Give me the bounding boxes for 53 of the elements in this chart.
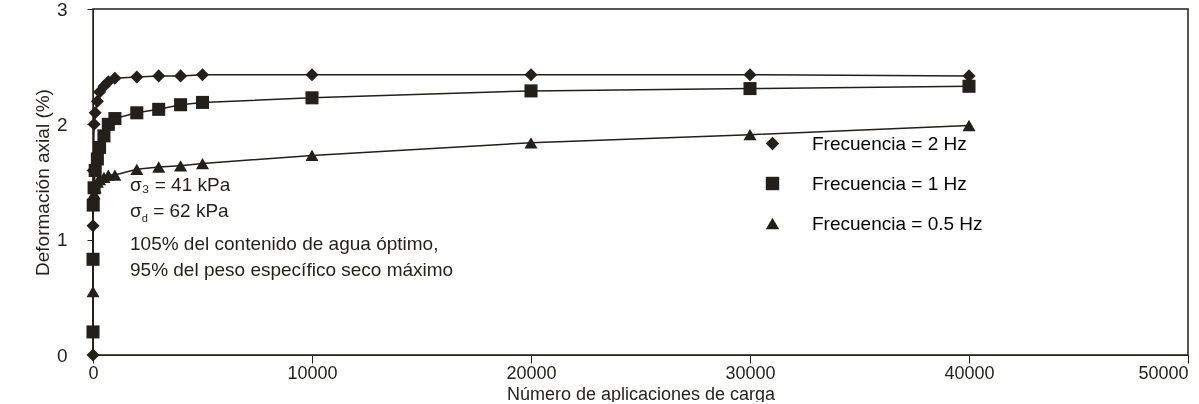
point bbox=[174, 160, 188, 172]
point bbox=[524, 137, 538, 149]
annotation: σ₃ = 41 kPa bbox=[130, 173, 232, 197]
point bbox=[524, 68, 538, 82]
annotation: 105% del contenido de agua óptimo, bbox=[130, 231, 440, 256]
point bbox=[195, 95, 210, 109]
point bbox=[152, 161, 166, 173]
legend-label: Frecuencia = 1 Hz bbox=[812, 172, 967, 194]
point bbox=[305, 91, 319, 105]
x-tick-label: 20000 bbox=[506, 362, 557, 383]
point bbox=[93, 140, 107, 154]
point bbox=[962, 119, 976, 132]
point bbox=[86, 325, 100, 339]
annotation: 95% del peso específico seco máximo bbox=[130, 257, 454, 282]
y-tick-label: 0 bbox=[56, 344, 68, 366]
point bbox=[97, 129, 111, 143]
point bbox=[305, 68, 319, 82]
y-tick-label: 2 bbox=[56, 113, 68, 135]
point bbox=[195, 157, 210, 170]
point bbox=[962, 79, 976, 93]
point bbox=[88, 106, 102, 120]
point bbox=[174, 69, 188, 83]
x-tick-label: 0 bbox=[88, 362, 99, 383]
point bbox=[90, 94, 104, 108]
point bbox=[195, 68, 210, 82]
point bbox=[305, 149, 319, 162]
x-tick-label: 40000 bbox=[944, 362, 995, 383]
annotation: σ$_{d}$ = 62 kPa bbox=[130, 199, 230, 226]
point bbox=[152, 69, 166, 83]
point bbox=[174, 98, 188, 112]
point bbox=[743, 82, 757, 96]
point bbox=[130, 70, 144, 84]
point bbox=[108, 71, 122, 85]
point bbox=[743, 129, 757, 141]
point bbox=[86, 219, 100, 233]
point bbox=[743, 68, 757, 82]
point bbox=[86, 252, 100, 266]
point bbox=[524, 84, 538, 98]
point bbox=[108, 112, 122, 126]
y-tick-label: 1 bbox=[56, 229, 68, 251]
point bbox=[87, 117, 101, 131]
legend-label: Frecuencia = 0.5 Hz bbox=[812, 212, 983, 234]
x-tick-label: 30000 bbox=[725, 362, 776, 383]
x-tick-label: 10000 bbox=[287, 362, 338, 383]
point bbox=[152, 102, 166, 116]
y-tick-label: 3 bbox=[56, 0, 68, 20]
point bbox=[108, 169, 122, 181]
legend-label: Frecuencia = 2 Hz bbox=[812, 132, 967, 154]
y-axis-title: Deformación axial (%) bbox=[31, 89, 53, 276]
point bbox=[130, 163, 144, 175]
point bbox=[86, 285, 100, 298]
x-tick-label: 50000 bbox=[1138, 362, 1189, 383]
point bbox=[130, 106, 144, 120]
